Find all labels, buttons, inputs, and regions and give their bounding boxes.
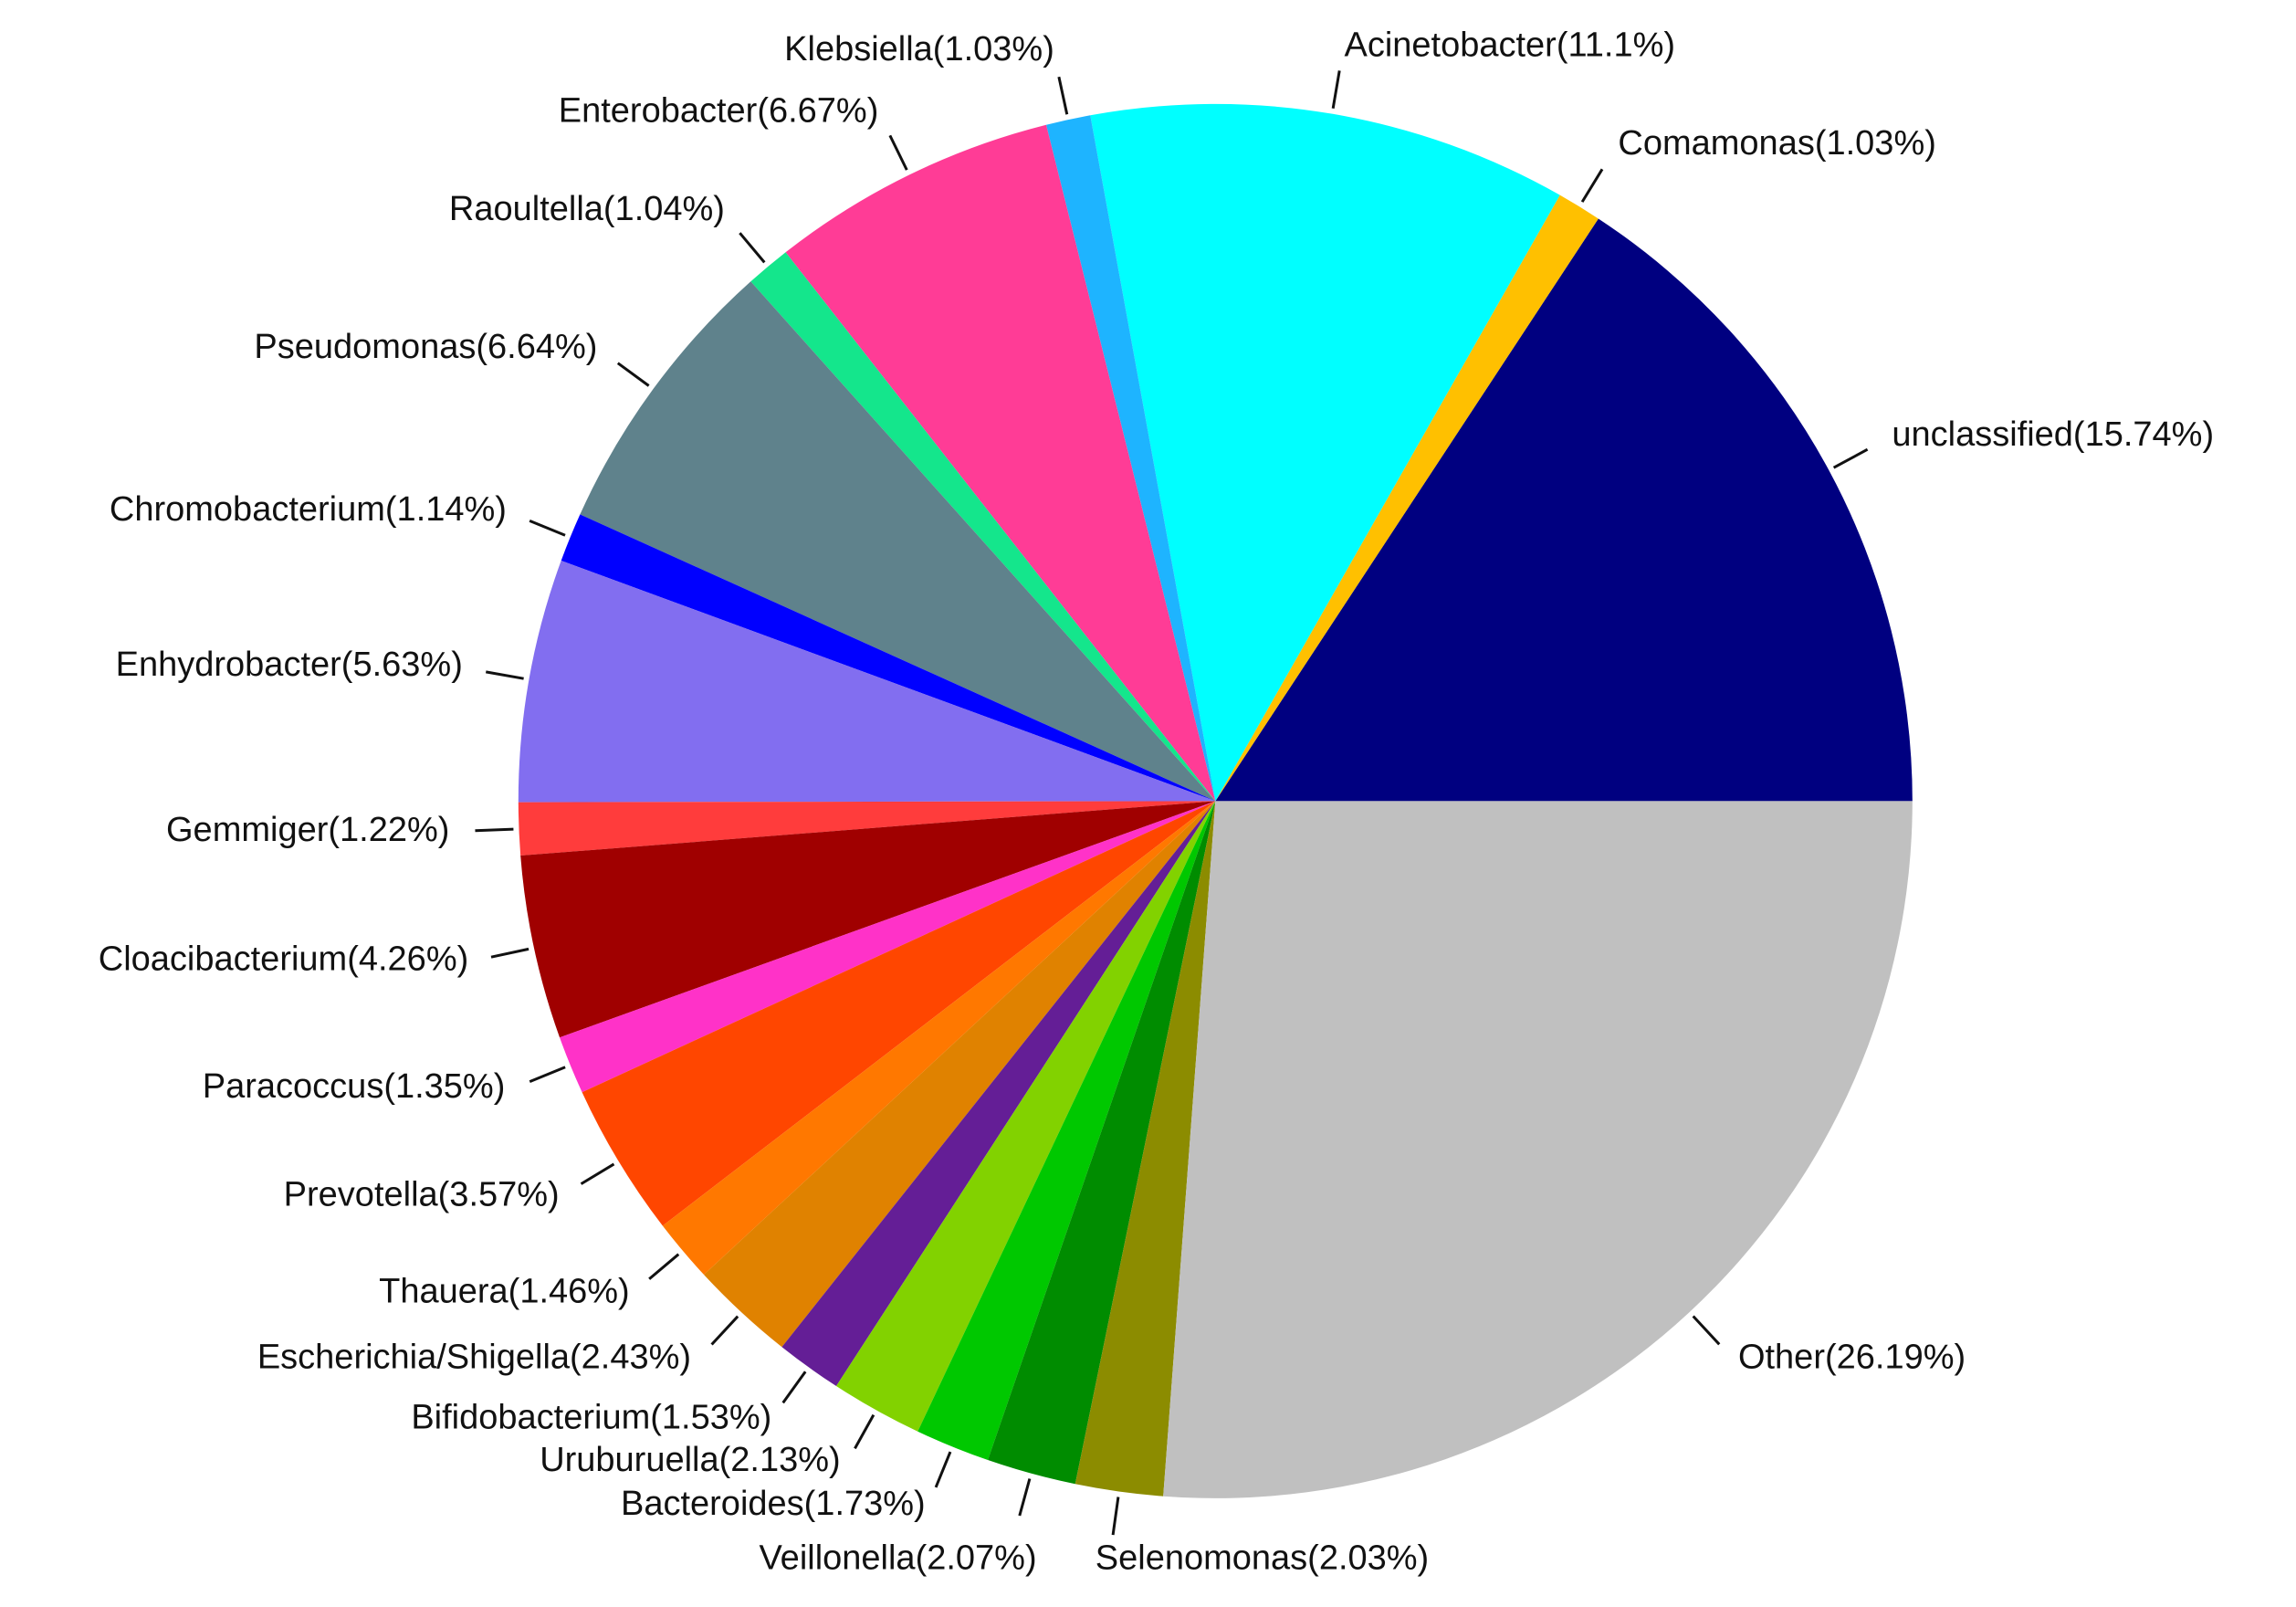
slice-label: Enterobacter(6.67%)	[559, 92, 879, 131]
pie-slice	[580, 281, 1216, 802]
slice-label: Comamonas(1.03%)	[1618, 124, 1935, 163]
pie-slice	[785, 124, 1216, 802]
pie-slice	[750, 252, 1216, 802]
leader-line	[490, 947, 529, 959]
pie-slice	[582, 801, 1216, 1226]
pie-slice	[917, 801, 1216, 1461]
pie-slice	[520, 801, 1216, 1038]
slice-label: Other(26.19%)	[1738, 1339, 1966, 1377]
slice-label: Pseudomonas(6.64%)	[254, 328, 597, 366]
leader-line	[854, 1413, 875, 1450]
slice-label: Acinetobacter(11.1%)	[1344, 26, 1675, 64]
leader-line	[1331, 70, 1341, 110]
pie-slice	[1075, 801, 1216, 1497]
slice-label: Bifidobacterium(1.53%)	[411, 1398, 771, 1436]
slice-label: Klebsiella(1.03%)	[784, 30, 1054, 68]
leader-line	[739, 232, 766, 264]
slice-label: Raoultella(1.04%)	[449, 190, 725, 228]
slice-label: Selenomonas(2.03%)	[1096, 1539, 1429, 1577]
leader-line	[1018, 1478, 1032, 1517]
pie-slice	[1215, 218, 1913, 802]
pie-slice	[704, 801, 1216, 1348]
pie-slice	[1215, 194, 1599, 802]
leader-line	[888, 134, 908, 171]
leader-line	[580, 1162, 615, 1185]
leader-line	[934, 1451, 952, 1488]
slice-label: Cloacibacterium(4.26%)	[99, 940, 469, 978]
leader-line	[710, 1315, 739, 1346]
leader-line	[1580, 168, 1604, 203]
pie-slice	[1045, 115, 1216, 802]
leader-line	[485, 670, 524, 680]
slice-label: Uruburuella(2.13%)	[540, 1441, 841, 1479]
pie-slice	[560, 801, 1216, 1093]
slice-label: Bacteroides(1.73%)	[621, 1485, 926, 1523]
leader-line	[616, 362, 650, 387]
leader-line	[648, 1253, 680, 1280]
pie-slice	[1090, 103, 1560, 802]
leader-line	[1111, 1497, 1120, 1536]
slice-label: Escherichia/Shigella(2.43%)	[257, 1339, 691, 1377]
slice-label: Veillonella(2.07%)	[759, 1539, 1036, 1577]
pie-slice	[988, 801, 1216, 1485]
slice-label: Thauera(1.46%)	[379, 1272, 630, 1310]
slice-label: Paracoccus(1.35%)	[203, 1067, 506, 1106]
pie-slice	[518, 801, 1216, 856]
pie-slice	[518, 561, 1216, 803]
slice-label: Prevotella(3.57%)	[284, 1175, 560, 1213]
leader-line	[529, 519, 566, 537]
pie-slice	[561, 514, 1216, 802]
leader-line	[529, 1066, 566, 1084]
slice-label: Gemmiger(1.22%)	[166, 811, 449, 849]
slice-label: Enhydrobacter(5.63%)	[116, 646, 463, 684]
leader-line	[475, 827, 514, 833]
leader-line	[781, 1371, 807, 1404]
leader-line	[1832, 447, 1869, 469]
slice-label: unclassified(15.74%)	[1892, 415, 2214, 454]
pie-slice	[781, 801, 1216, 1387]
leader-line	[1057, 76, 1069, 115]
pie-slice	[662, 801, 1216, 1276]
pie-slice	[1163, 801, 1913, 1498]
slice-label: Chromobacterium(1.14%)	[110, 490, 507, 529]
leader-line	[1692, 1315, 1721, 1346]
pie-slice	[836, 801, 1216, 1432]
